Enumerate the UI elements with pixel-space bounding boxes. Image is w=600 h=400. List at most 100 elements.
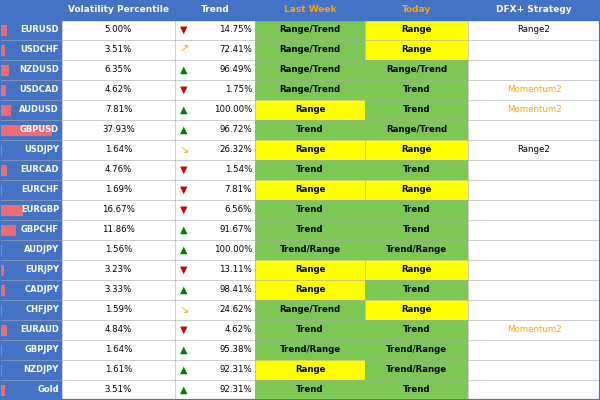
Bar xyxy=(255,200,365,220)
Text: 3.51%: 3.51% xyxy=(105,46,132,54)
Text: Trend: Trend xyxy=(403,86,430,94)
Bar xyxy=(0,284,5,296)
Text: Volatility Percentile: Volatility Percentile xyxy=(68,6,169,14)
Bar xyxy=(62,340,600,360)
Text: Trend: Trend xyxy=(296,386,324,394)
Text: GBPUSD: GBPUSD xyxy=(20,126,59,134)
Text: Range/Trend: Range/Trend xyxy=(280,26,341,34)
Text: CHFJPY: CHFJPY xyxy=(25,306,59,314)
Text: Trend: Trend xyxy=(296,206,324,214)
Text: ▼: ▼ xyxy=(180,25,188,35)
Bar xyxy=(255,120,365,140)
Text: Trend/Range: Trend/Range xyxy=(386,246,447,254)
Text: Range/Trend: Range/Trend xyxy=(280,66,341,74)
Bar xyxy=(365,20,468,40)
Text: 98.41%: 98.41% xyxy=(219,286,252,294)
Text: Range: Range xyxy=(401,306,432,314)
Text: Trend: Trend xyxy=(403,106,430,114)
Text: Trend: Trend xyxy=(296,126,324,134)
Bar xyxy=(0,184,2,196)
Bar xyxy=(0,164,7,176)
Text: Range: Range xyxy=(295,366,325,374)
Bar xyxy=(365,40,468,60)
Text: ▲: ▲ xyxy=(180,225,188,235)
Bar xyxy=(0,360,62,380)
Bar xyxy=(255,40,365,60)
Bar xyxy=(0,160,62,180)
Bar xyxy=(62,100,600,120)
Text: Range/Trend: Range/Trend xyxy=(280,86,341,94)
Bar xyxy=(365,60,468,80)
Bar xyxy=(365,80,468,100)
Bar xyxy=(255,240,365,260)
Text: 7.81%: 7.81% xyxy=(105,106,132,114)
Bar xyxy=(62,380,600,400)
Text: USDJPY: USDJPY xyxy=(24,146,59,154)
Text: Trend: Trend xyxy=(403,206,430,214)
Bar xyxy=(0,364,2,376)
Bar xyxy=(255,260,365,280)
Text: AUDUSD: AUDUSD xyxy=(19,106,59,114)
Text: 13.11%: 13.11% xyxy=(219,266,252,274)
Text: 1.56%: 1.56% xyxy=(105,246,132,254)
Bar xyxy=(62,80,600,100)
Text: 3.33%: 3.33% xyxy=(105,286,132,294)
Text: 11.86%: 11.86% xyxy=(102,226,135,234)
Text: Momentum2: Momentum2 xyxy=(506,326,562,334)
Text: 100.00%: 100.00% xyxy=(214,246,252,254)
Text: Trend: Trend xyxy=(296,166,324,174)
Text: Trend: Trend xyxy=(403,166,430,174)
Text: 1.75%: 1.75% xyxy=(224,86,252,94)
Text: Trend: Trend xyxy=(403,226,430,234)
Text: 1.54%: 1.54% xyxy=(224,166,252,174)
Bar xyxy=(0,40,62,60)
Text: 92.31%: 92.31% xyxy=(219,366,252,374)
Bar xyxy=(365,160,468,180)
Bar xyxy=(0,120,62,140)
Text: 1.59%: 1.59% xyxy=(105,306,132,314)
Text: 26.32%: 26.32% xyxy=(219,146,252,154)
Bar xyxy=(0,200,62,220)
Bar xyxy=(365,380,468,400)
Text: Trend: Trend xyxy=(403,286,430,294)
Bar xyxy=(255,20,365,40)
Text: 100.00%: 100.00% xyxy=(214,106,252,114)
Text: Momentum2: Momentum2 xyxy=(506,86,562,94)
Text: ↗: ↗ xyxy=(179,45,188,55)
Bar xyxy=(62,200,600,220)
Bar xyxy=(255,300,365,320)
Bar xyxy=(0,44,5,56)
Text: Trend/Range: Trend/Range xyxy=(386,346,447,354)
Text: Range: Range xyxy=(295,286,325,294)
Bar xyxy=(365,140,468,160)
Text: 96.72%: 96.72% xyxy=(219,126,252,134)
Bar xyxy=(0,124,52,136)
Text: 1.64%: 1.64% xyxy=(105,146,132,154)
Bar xyxy=(0,224,16,236)
Text: EURGBP: EURGBP xyxy=(21,206,59,214)
Text: ▼: ▼ xyxy=(180,165,188,175)
Text: 24.62%: 24.62% xyxy=(219,306,252,314)
Text: 1.69%: 1.69% xyxy=(105,186,132,194)
Text: Range: Range xyxy=(295,266,325,274)
Bar xyxy=(255,180,365,200)
Text: 16.67%: 16.67% xyxy=(102,206,135,214)
Bar xyxy=(0,0,600,20)
Text: Range: Range xyxy=(401,266,432,274)
Text: Trend: Trend xyxy=(296,226,324,234)
Bar xyxy=(255,60,365,80)
Text: Gold: Gold xyxy=(37,386,59,394)
Bar xyxy=(365,360,468,380)
Bar xyxy=(0,204,23,216)
Bar xyxy=(0,180,62,200)
Bar xyxy=(62,160,600,180)
Bar xyxy=(365,300,468,320)
Text: EURJPY: EURJPY xyxy=(25,266,59,274)
Bar xyxy=(365,340,468,360)
Bar xyxy=(0,100,62,120)
Text: Range2: Range2 xyxy=(518,146,550,154)
Text: GBPCHF: GBPCHF xyxy=(21,226,59,234)
Text: ▲: ▲ xyxy=(180,285,188,295)
Text: ↘: ↘ xyxy=(179,145,188,155)
Text: Trend: Trend xyxy=(403,386,430,394)
